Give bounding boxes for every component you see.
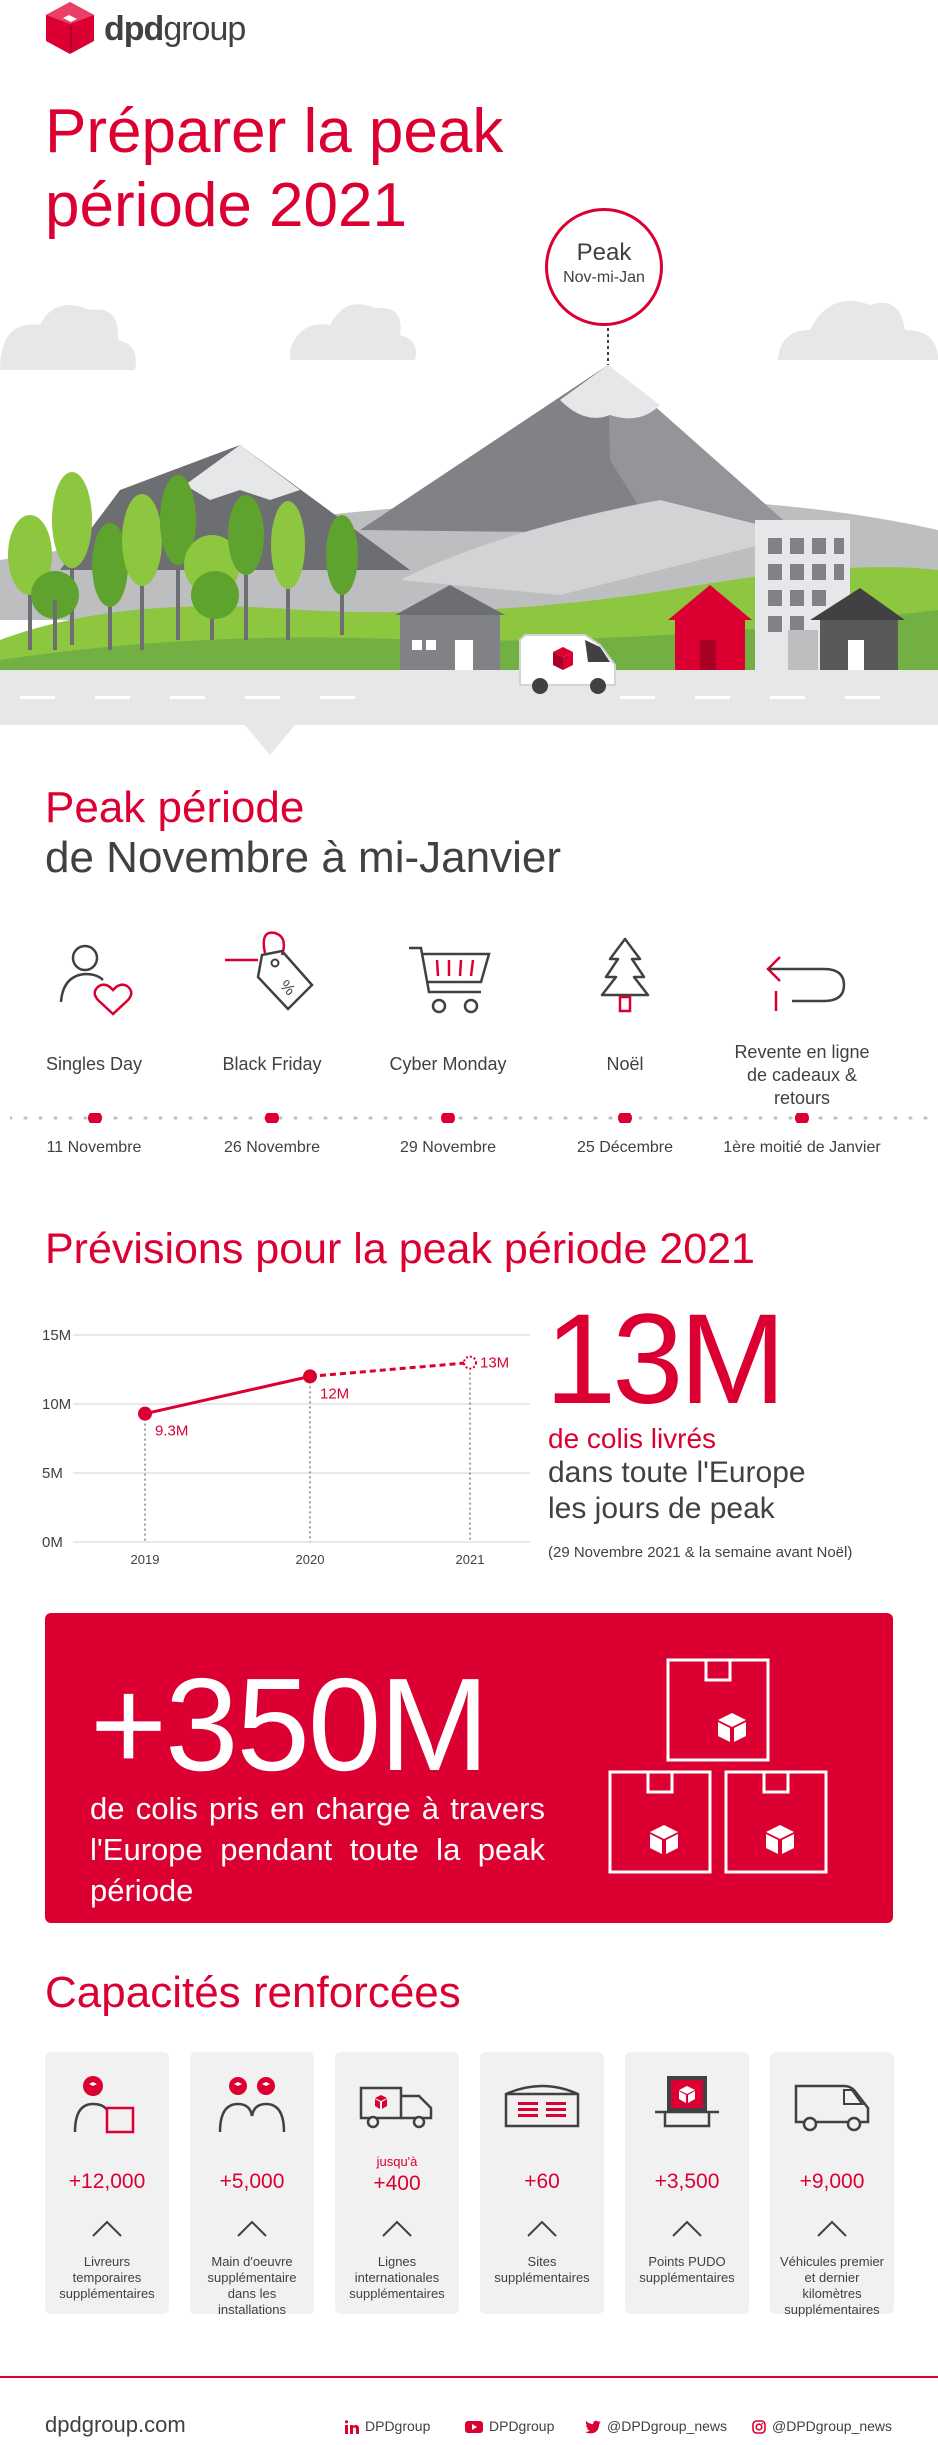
capacity-label: Sites supplémentaires <box>494 2254 590 2285</box>
x-tick-label: 2020 <box>296 1552 325 1567</box>
linkedin-icon <box>345 2420 359 2435</box>
timeline-dot-black-friday <box>265 1113 279 1123</box>
y-tick-label: 15M <box>42 1327 71 1344</box>
capacity-label: Livreurs temporaires supplémentaires <box>59 2254 155 2301</box>
capacity-value: +12,000 <box>68 2170 146 2193</box>
social-twitter-link[interactable]: @DPDgroup_news <box>585 2418 727 2434</box>
christmas-tree-icon <box>600 937 650 1013</box>
data-label: 13M <box>480 1355 509 1372</box>
warehouse-icon <box>504 2084 580 2128</box>
timeline <box>10 1113 928 1123</box>
capacity-label: Lignes internationales supplémentaires <box>349 2254 445 2301</box>
truck-icon <box>359 2086 433 2129</box>
chevron-up-icon <box>527 2220 557 2237</box>
heart-person-icon <box>59 944 133 1016</box>
y-tick-label: 5M <box>42 1465 63 1482</box>
dpd-van-icon <box>519 634 616 694</box>
pickup-point-icon <box>655 2076 719 2128</box>
event-date-revente: 1ère moitié de Janvier <box>723 1139 881 1156</box>
capacity-card-drivers: +12,000 Livreurs temporaires supplémenta… <box>45 2052 169 2314</box>
forecast-line-b: dans toute l'Europe <box>548 1456 806 1489</box>
footer-website-link[interactable]: dpdgroup.com <box>45 2412 186 2437</box>
capacity-value: +5,000 <box>219 2170 285 2193</box>
event-date-black-friday: 26 Novembre <box>223 1139 321 1156</box>
event-label-revente: Revente en ligne de cadeaux & retours <box>734 1042 870 1108</box>
social-instagram-link[interactable]: @DPDgroup_news <box>752 2418 892 2435</box>
y-tick-label: 0M <box>42 1534 63 1551</box>
capacities-title: Capacités renforcées <box>45 1968 461 2017</box>
forecast-big-value: 13M <box>545 1288 786 1431</box>
capacity-card-pudo: +3,500 Points PUDO supplémentaires <box>625 2052 749 2314</box>
data-point <box>303 1369 317 1384</box>
event-date-cyber-monday: 29 Novembre <box>399 1139 497 1156</box>
capacity-label: Véhicules premier et dernier kilomètres … <box>779 2254 885 2317</box>
peak-bubble: Peak Nov-mi-Jan <box>545 208 663 326</box>
event-date-singles-day: 11 Novembre <box>46 1139 142 1156</box>
capacity-label: Points PUDO supplémentaires <box>639 2254 735 2285</box>
shopping-cart-icon <box>409 946 491 1014</box>
data-point <box>138 1406 152 1421</box>
delivery-driver-icon <box>73 2076 135 2134</box>
chevron-up-icon <box>672 2220 702 2237</box>
footer-divider <box>0 2376 938 2378</box>
chevron-up-icon <box>237 2220 267 2237</box>
workers-icon <box>218 2077 286 2133</box>
event-label-cyber-monday: Cyber Monday <box>389 1054 507 1074</box>
parcel-boxes-icon <box>608 1658 828 1874</box>
capacity-prefix: jusqu'à <box>376 2154 418 2169</box>
forecast-note: (29 Novembre 2021 & la semaine avant Noë… <box>548 1544 853 1561</box>
event-label-singles-day: Singles Day <box>45 1054 143 1074</box>
price-tag-icon: % <box>225 931 314 1011</box>
capacity-card-sites: +60 Sites supplémentaires <box>480 2052 604 2314</box>
dpd-cube-icon <box>46 2 94 54</box>
capacity-value: +3,500 <box>654 2170 720 2193</box>
period-title: Peak période <box>45 783 305 832</box>
x-tick-label: 2019 <box>131 1552 160 1567</box>
event-date-noel: 25 Décembre <box>576 1139 674 1156</box>
forecast-line-a: de colis livrés <box>548 1423 717 1454</box>
twitter-icon <box>585 2421 601 2434</box>
svg-text:%: % <box>276 977 298 999</box>
forecast-title: Prévisions pour la peak période 2021 <box>45 1225 755 1273</box>
capacity-value: +9,000 <box>799 2170 865 2193</box>
forecast-line-chart: 0M 5M 10M 15M 9.3M 2019 12M 2020 13M 2021 <box>42 1327 530 1567</box>
parcels-handled-value: +350M <box>90 1651 489 1798</box>
capacity-value: +400 <box>373 2172 421 2195</box>
parcels-handled-description: de colis pris en charge à travers l'Euro… <box>90 1791 545 1908</box>
logo-wordmark: dpdgroup <box>104 10 246 48</box>
dpd-logo: dpdgroup <box>42 0 302 58</box>
period-subtitle: de Novembre à mi-Janvier <box>45 833 561 882</box>
forecast-line-c: les jours de peak <box>548 1492 775 1525</box>
event-label-black-friday: Black Friday <box>222 1054 322 1074</box>
chevron-up-icon <box>92 2220 122 2237</box>
chevron-up-icon <box>382 2220 412 2237</box>
van-icon <box>794 2084 870 2132</box>
event-label-noel: Noël <box>606 1054 644 1074</box>
page-title: Préparer la peak période 2021 <box>45 97 504 240</box>
capacity-card-lines: jusqu'à +400 Lignes internationales supp… <box>335 2052 459 2314</box>
data-label: 9.3M <box>155 1423 188 1440</box>
landscape-illustration <box>0 300 938 755</box>
chevron-up-icon <box>817 2220 847 2237</box>
series-line-segment <box>144 1374 311 1416</box>
capacity-value: +60 <box>524 2170 560 2193</box>
timeline-dot-revente <box>795 1113 809 1123</box>
capacity-card-vehicles: +9,000 Véhicules premier et dernier kilo… <box>770 2052 894 2317</box>
data-point <box>463 1355 477 1370</box>
youtube-icon <box>465 2421 483 2434</box>
series-line-segment <box>309 1361 471 1378</box>
x-tick-label: 2021 <box>456 1552 485 1567</box>
return-arrow-icon <box>766 956 846 1011</box>
y-tick-label: 10M <box>42 1396 71 1413</box>
capacity-label: Main d'oeuvre supplémentaire dans les in… <box>207 2254 297 2317</box>
data-label: 12M <box>320 1385 349 1402</box>
social-linkedin-link[interactable]: DPDgroup <box>345 2418 430 2435</box>
instagram-icon <box>752 2420 766 2435</box>
social-youtube-link[interactable]: DPDgroup <box>465 2418 554 2434</box>
capacity-card-workforce: +5,000 Main d'oeuvre supplémentaire dans… <box>190 2052 314 2317</box>
timeline-dot-noel <box>618 1113 632 1123</box>
timeline-dot-cyber-monday <box>441 1113 455 1123</box>
timeline-dot-singles-day <box>88 1113 102 1123</box>
